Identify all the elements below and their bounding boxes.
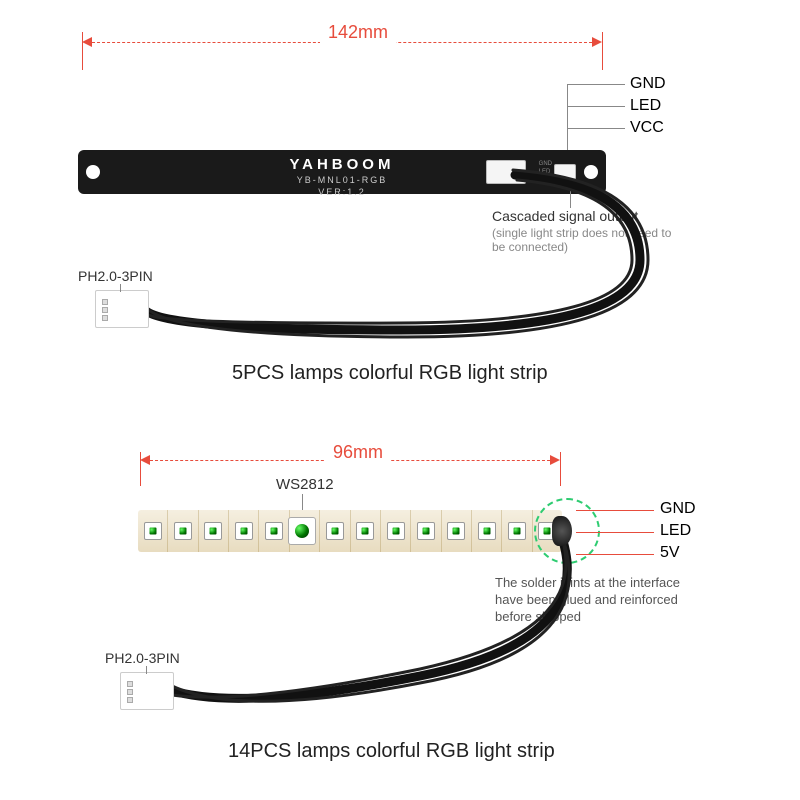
ph-connector [120, 672, 174, 710]
output-connector [554, 164, 576, 180]
callout-line [570, 190, 571, 208]
callout-line [568, 560, 569, 574]
pin-label-gnd: GND [630, 75, 666, 93]
connector-label: PH2.0-3PIN [105, 650, 180, 666]
brand-model: YB-MNL01-RGB [297, 175, 388, 185]
callout-line [567, 128, 625, 129]
led-cell [380, 510, 410, 552]
solder-note: The solder joints at the interface have … [495, 574, 680, 625]
callout-line [567, 84, 568, 154]
mount-hole [584, 165, 598, 179]
product-title: 14PCS lamps colorful RGB light strip [228, 740, 555, 763]
product-title: 5PCS lamps colorful RGB light strip [232, 362, 548, 385]
pin-label-vcc: VCC [630, 119, 664, 137]
dim-tick [602, 32, 603, 70]
dim-arrow [550, 455, 560, 465]
dim-tick [560, 452, 561, 486]
callout-line [576, 554, 654, 555]
dimension-label: 96mm [325, 442, 391, 463]
pin-label-gnd: GND [660, 500, 696, 518]
led-cell [319, 510, 349, 552]
input-connector [486, 160, 526, 184]
dimension-label: 142mm [320, 22, 396, 43]
led-cell [228, 510, 258, 552]
output-note-sub: (single light strip does not need to be … [492, 226, 671, 254]
pin-label-led: LED [660, 522, 691, 540]
led-cell [198, 510, 228, 552]
output-note-title: Cascaded signal output [492, 208, 638, 224]
connector-label: PH2.0-3PIN [78, 268, 153, 284]
brand-name: YAHBOOM [290, 156, 395, 173]
mount-hole [86, 165, 100, 179]
led-cell [350, 510, 380, 552]
dim-arrow [592, 37, 602, 47]
ph-connector [95, 290, 149, 328]
pin-label-5v: 5V [660, 544, 680, 562]
led-cell [258, 510, 288, 552]
diagram-canvas: 142mm GND LED VCC GNDLEDVCC YAHBOOM YB-M… [0, 0, 800, 800]
led-cell [138, 510, 167, 552]
led-cell [471, 510, 501, 552]
brand-block: YAHBOOM YB-MNL01-RGB VER:1.2 [290, 156, 395, 197]
led-cell [441, 510, 471, 552]
led-cell [410, 510, 440, 552]
callout-line [567, 84, 625, 85]
led-cell [501, 510, 531, 552]
dim-arrow [82, 37, 92, 47]
callout-line [567, 106, 625, 107]
callout-line [120, 284, 121, 292]
pcb-bar: GNDLEDVCC YAHBOOM YB-MNL01-RGB VER:1.2 [78, 150, 606, 194]
pin-label-led: LED [630, 97, 661, 115]
callout-line [146, 666, 147, 674]
callout-line [576, 510, 654, 511]
chip-label: WS2812 [276, 476, 334, 493]
callout-line [576, 532, 654, 533]
highlight-led [288, 517, 316, 545]
led-cell [167, 510, 197, 552]
brand-version: VER:1.2 [318, 187, 366, 197]
dim-arrow [140, 455, 150, 465]
solder-blob [552, 516, 572, 546]
led-strip [138, 510, 562, 552]
